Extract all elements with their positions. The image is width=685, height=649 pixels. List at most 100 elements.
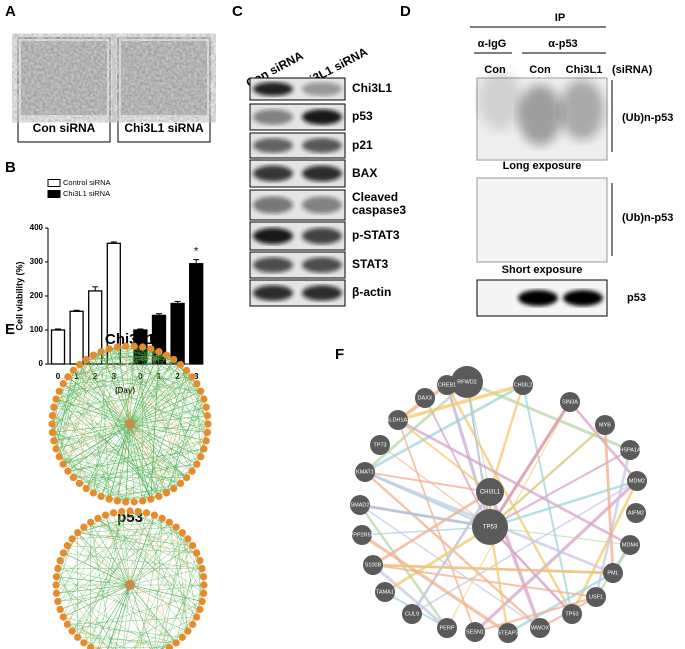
y-tick-label: 100 bbox=[30, 325, 44, 334]
network-edge bbox=[72, 593, 204, 632]
network-edge bbox=[73, 464, 197, 478]
network-edge bbox=[59, 456, 118, 502]
network-node bbox=[97, 492, 105, 501]
network-node bbox=[202, 437, 210, 445]
center-node bbox=[125, 419, 135, 429]
network-edge bbox=[93, 456, 201, 494]
network-node bbox=[197, 453, 205, 461]
network-edge bbox=[117, 346, 131, 425]
band-label: BAX bbox=[352, 165, 378, 180]
gene-node bbox=[595, 415, 615, 435]
network-edge bbox=[108, 348, 131, 425]
network-node bbox=[203, 411, 212, 420]
network-edge bbox=[166, 399, 205, 493]
network-edge bbox=[93, 348, 110, 493]
network-edge bbox=[166, 477, 187, 494]
network-edge bbox=[98, 584, 131, 649]
network-edge bbox=[129, 359, 174, 425]
network-node bbox=[200, 445, 208, 453]
network-edge bbox=[129, 584, 197, 618]
network-edge bbox=[129, 538, 188, 586]
network-node bbox=[55, 387, 63, 395]
network-node bbox=[142, 509, 151, 517]
network-node bbox=[82, 484, 90, 493]
gene-label: USF1 bbox=[589, 594, 603, 600]
network-edge bbox=[129, 545, 193, 586]
gene-node bbox=[375, 582, 395, 602]
network-edge bbox=[180, 364, 207, 441]
network-edge bbox=[134, 496, 159, 503]
x-tick-label: 3 bbox=[112, 372, 117, 381]
network-node bbox=[52, 395, 60, 403]
network-edge bbox=[397, 383, 524, 422]
network-edge bbox=[129, 515, 155, 586]
network-edge bbox=[187, 609, 201, 632]
network-edge bbox=[101, 351, 181, 365]
network-edge bbox=[77, 512, 147, 533]
network-edge bbox=[166, 355, 205, 449]
network-node bbox=[52, 573, 61, 581]
network-edge bbox=[129, 510, 188, 540]
blot-band bbox=[253, 165, 293, 182]
network-node bbox=[97, 347, 105, 356]
network-edge bbox=[72, 630, 170, 648]
gene-node bbox=[513, 375, 533, 395]
gene-node bbox=[465, 622, 485, 642]
gene-node bbox=[437, 375, 457, 395]
legend-label: Chi3L1 siRNA bbox=[63, 189, 110, 198]
network-node bbox=[147, 345, 155, 353]
network-edge bbox=[73, 423, 131, 478]
network-node bbox=[198, 564, 206, 573]
network-node bbox=[113, 343, 121, 351]
gene-label: TAMA1 bbox=[376, 589, 394, 595]
gene-label: PPP2R5E bbox=[350, 532, 375, 538]
network-edge bbox=[135, 545, 193, 649]
gene-label: TP53 bbox=[483, 525, 498, 531]
network-node bbox=[52, 589, 61, 597]
gene-node bbox=[560, 392, 580, 412]
network-node bbox=[193, 460, 201, 468]
blot-band bbox=[302, 109, 342, 125]
network-edge bbox=[63, 515, 106, 618]
bar bbox=[189, 263, 204, 365]
network-edge bbox=[83, 584, 131, 643]
network-edge bbox=[129, 512, 147, 586]
network-edge bbox=[133, 532, 183, 649]
x-tick-label: 0 bbox=[138, 372, 143, 381]
panel-label: E bbox=[5, 321, 15, 338]
network-edge bbox=[71, 522, 170, 632]
network-edge bbox=[67, 440, 207, 472]
gene-node bbox=[352, 525, 372, 545]
network-edge bbox=[93, 346, 118, 356]
network-edge bbox=[72, 538, 131, 586]
gene-node bbox=[626, 503, 646, 523]
network-edge bbox=[59, 609, 73, 632]
network-edge bbox=[53, 359, 87, 441]
network-edge bbox=[129, 383, 197, 425]
network-node bbox=[178, 529, 186, 537]
network-edge bbox=[158, 351, 181, 365]
gene-label: KMAT1 bbox=[356, 469, 374, 475]
gene-label: TP63 bbox=[565, 611, 578, 617]
lane-label: Con bbox=[529, 64, 551, 76]
gene-label: AIFM2 bbox=[628, 510, 644, 516]
network-edge bbox=[77, 532, 170, 648]
network-edge bbox=[122, 584, 131, 649]
network-edge bbox=[59, 456, 151, 500]
network-node bbox=[130, 342, 138, 350]
network-edge bbox=[129, 423, 152, 500]
network-edge bbox=[93, 354, 209, 425]
network-edge bbox=[97, 511, 122, 519]
gene-node bbox=[388, 410, 408, 430]
legend-label: Control siRNA bbox=[63, 178, 111, 187]
gene-label: RFWD2 bbox=[457, 379, 477, 385]
network-node bbox=[150, 511, 159, 519]
network-edge bbox=[129, 423, 193, 472]
network-edge bbox=[77, 532, 197, 554]
network-node bbox=[89, 489, 98, 497]
network-edge bbox=[97, 518, 203, 602]
gene-label: TP73 bbox=[373, 442, 386, 448]
network-edge bbox=[90, 584, 131, 648]
network-edge bbox=[134, 346, 160, 497]
network-edge bbox=[52, 407, 55, 433]
